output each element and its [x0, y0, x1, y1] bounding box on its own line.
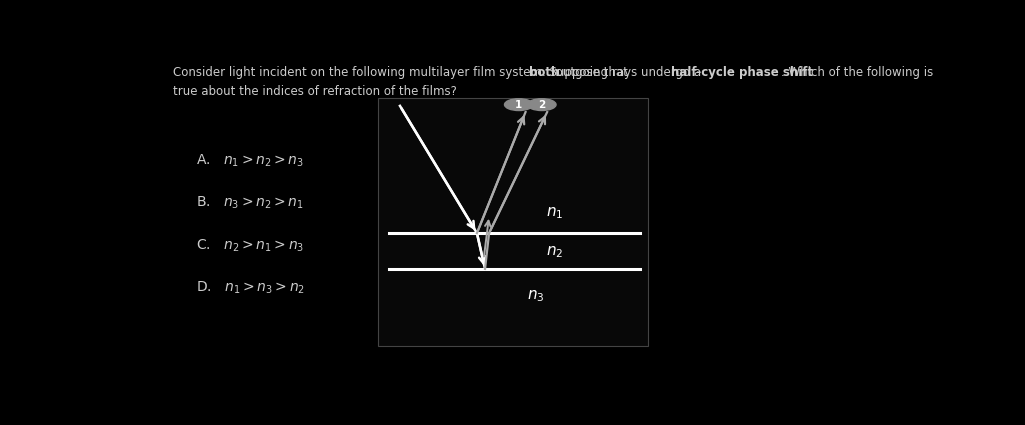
Text: $n_2$: $n_2$: [545, 244, 563, 260]
Text: 1: 1: [516, 99, 523, 110]
Text: A.   $n_1 > n_2 > n_3$: A. $n_1 > n_2 > n_3$: [196, 153, 303, 169]
Circle shape: [504, 99, 533, 110]
Text: $n_3$: $n_3$: [527, 288, 544, 304]
Text: true about the indices of refraction of the films?: true about the indices of refraction of …: [173, 85, 457, 98]
Text: C.   $n_2 > n_1 > n_3$: C. $n_2 > n_1 > n_3$: [196, 238, 304, 254]
Text: half-cycle phase shift: half-cycle phase shift: [670, 66, 813, 79]
Text: Consider light incident on the following multilayer film system. Suppose that: Consider light incident on the following…: [173, 66, 632, 79]
Text: 2: 2: [538, 99, 545, 110]
Text: . Which of the following is: . Which of the following is: [781, 66, 933, 79]
Text: D.   $n_1 > n_3 > n_2$: D. $n_1 > n_3 > n_2$: [196, 280, 304, 297]
Text: $n_1$: $n_1$: [545, 206, 563, 221]
Text: both: both: [529, 66, 560, 79]
Text: B.   $n_3 > n_2 > n_1$: B. $n_3 > n_2 > n_1$: [196, 195, 303, 211]
Text: outgoing rays undergo a: outgoing rays undergo a: [552, 66, 705, 79]
Circle shape: [528, 99, 556, 110]
Bar: [378, 99, 649, 346]
